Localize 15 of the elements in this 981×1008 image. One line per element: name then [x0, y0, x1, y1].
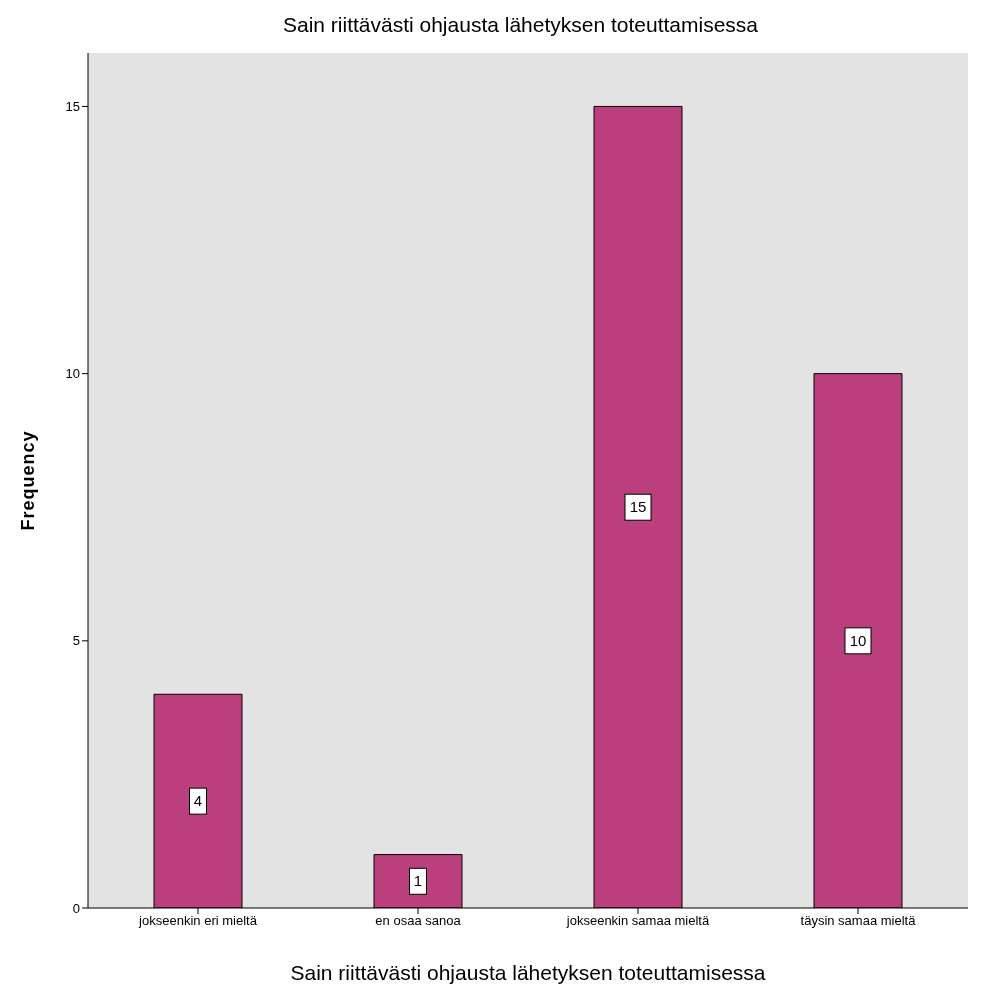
- data-label: 4: [193, 792, 203, 810]
- x-tick-label: täysin samaa mieltä: [800, 913, 917, 929]
- x-tick-label: jokseenkin eri mieltä: [138, 913, 258, 929]
- y-tick-label: 0: [72, 900, 80, 916]
- data-label: 15: [629, 498, 647, 516]
- x-tick-label: en osaa sanoa: [375, 913, 462, 929]
- x-axis-title: Sain riittävästi ohjausta lähetyksen toteuttamisessa: [290, 961, 766, 984]
- x-tick-label: jokseenkin samaa mieltä: [565, 913, 710, 929]
- data-label: 1: [413, 872, 423, 890]
- chart-title: Sain riittävästi ohjausta lähetyksen toteuttamisessa: [281, 12, 760, 38]
- data-label: 10: [849, 631, 867, 649]
- y-tick-label: 5: [72, 633, 80, 649]
- y-tick-label: 15: [65, 99, 80, 115]
- y-tick-label: 10: [65, 366, 80, 382]
- y-axis-title: Frequency: [18, 430, 39, 531]
